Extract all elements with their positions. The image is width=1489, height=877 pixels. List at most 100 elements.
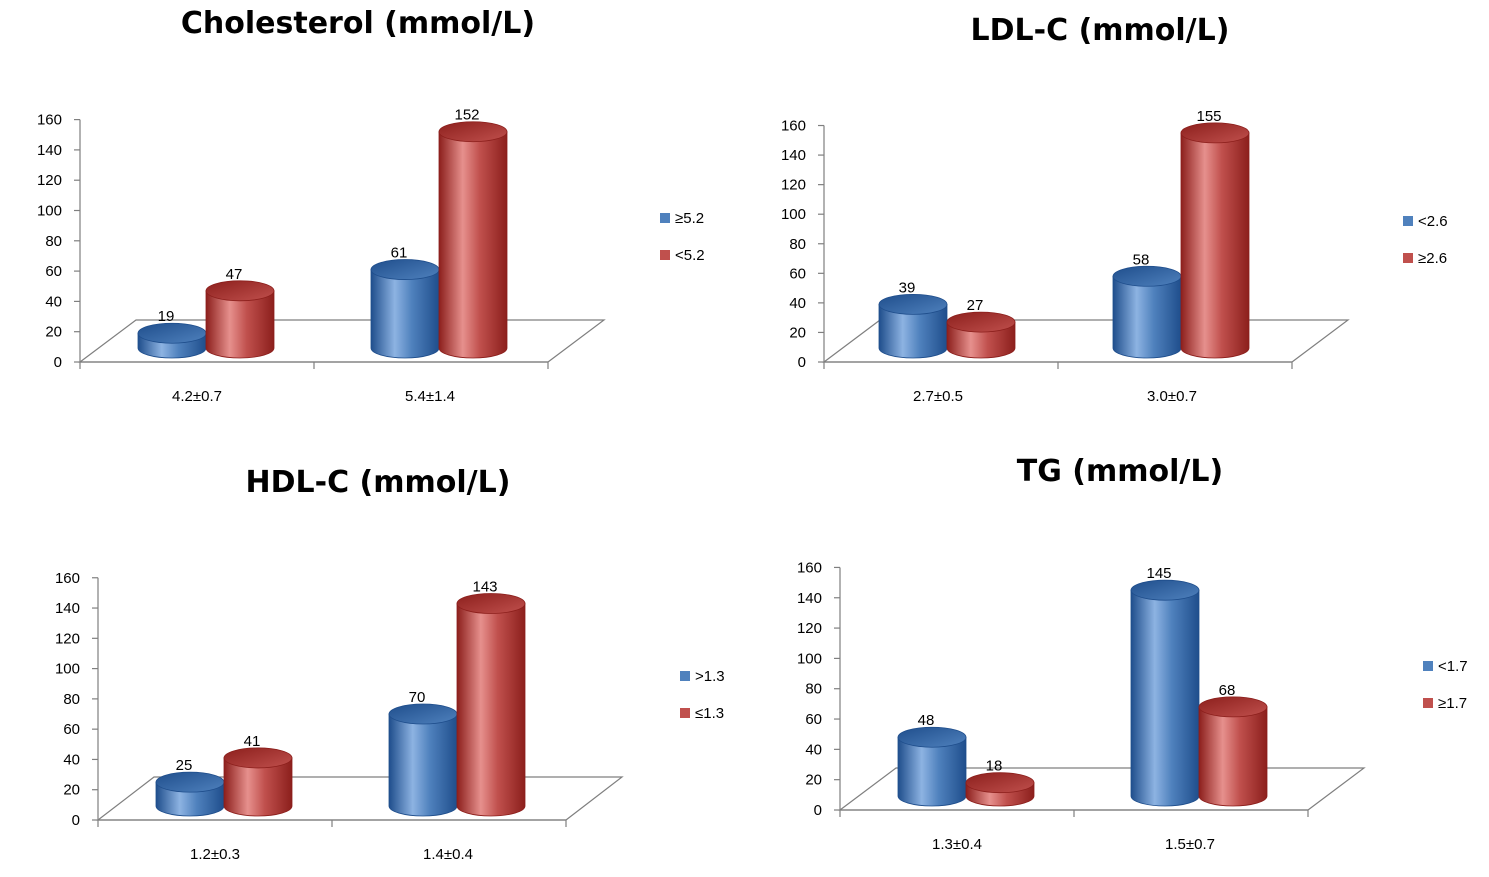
legend-label: ≥1.7 xyxy=(1438,695,1467,712)
y-tick-label: 60 xyxy=(805,711,822,728)
y-tick-label: 140 xyxy=(55,600,80,617)
bar-blue-2 xyxy=(1130,579,1200,807)
y-tick-label: 60 xyxy=(45,263,62,280)
data-label: 70 xyxy=(409,689,426,706)
data-label: 41 xyxy=(244,733,261,750)
y-tick-label: 120 xyxy=(781,177,806,194)
bar-red-2 xyxy=(456,593,526,817)
legend-label: <1.7 xyxy=(1438,658,1468,675)
x-tick-label: 1.5±0.7 xyxy=(1165,836,1215,853)
data-label: 39 xyxy=(899,279,916,296)
y-tick-label: 40 xyxy=(789,295,806,312)
y-tick-label: 0 xyxy=(54,354,62,371)
legend-label: <2.6 xyxy=(1418,213,1448,230)
data-label: 19 xyxy=(158,308,175,325)
legend-label: ≥5.2 xyxy=(675,210,704,227)
bar-blue-2 xyxy=(388,703,458,817)
y-tick-label: 0 xyxy=(798,354,806,371)
legend-label: >1.3 xyxy=(695,668,725,685)
y-tick-label: 120 xyxy=(37,172,62,189)
data-label: 143 xyxy=(472,578,497,595)
chart-title: LDL-C (mmol/L) xyxy=(971,13,1230,48)
y-tick-label: 20 xyxy=(789,324,806,341)
data-label: 152 xyxy=(454,107,479,124)
bar-blue-1 xyxy=(897,726,967,807)
bar-red-1 xyxy=(946,311,1016,359)
x-tick-label: 4.2±0.7 xyxy=(172,388,222,405)
y-tick-label: 140 xyxy=(37,142,62,159)
y-tick-label: 20 xyxy=(805,772,822,789)
y-tick-label: 40 xyxy=(63,751,80,768)
data-label: 27 xyxy=(967,297,984,314)
chart-title: Cholesterol (mmol/L) xyxy=(181,6,535,41)
bar-blue-2 xyxy=(370,259,440,359)
bar-red-1 xyxy=(965,772,1035,807)
chart-title: TG (mmol/L) xyxy=(1017,454,1223,489)
y-tick-label: 100 xyxy=(797,650,822,667)
y-tick-label: 160 xyxy=(781,118,806,135)
y-tick-label: 120 xyxy=(55,630,80,647)
legend-swatch xyxy=(680,708,690,718)
data-label: 68 xyxy=(1219,682,1236,699)
y-tick-label: 80 xyxy=(805,681,822,698)
bar-blue-1 xyxy=(878,293,948,359)
legend-swatch xyxy=(1423,698,1433,708)
y-tick-label: 140 xyxy=(781,147,806,164)
y-tick-label: 80 xyxy=(45,233,62,250)
y-tick-label: 20 xyxy=(63,782,80,799)
y-tick-label: 40 xyxy=(805,741,822,758)
y-tick-label: 160 xyxy=(797,559,822,576)
data-label: 155 xyxy=(1196,108,1221,125)
x-tick-label: 2.7±0.5 xyxy=(913,388,963,405)
x-tick-label: 1.2±0.3 xyxy=(190,846,240,863)
bar-blue-1 xyxy=(137,322,207,359)
x-tick-label: 1.4±0.4 xyxy=(423,846,473,863)
data-label: 25 xyxy=(176,757,193,774)
y-tick-label: 60 xyxy=(789,265,806,282)
bar-blue-2 xyxy=(1112,265,1182,359)
y-tick-label: 100 xyxy=(781,206,806,223)
legend-swatch xyxy=(1423,661,1433,671)
y-tick-label: 140 xyxy=(797,590,822,607)
y-tick-label: 0 xyxy=(814,802,822,819)
y-tick-label: 160 xyxy=(37,112,62,129)
data-label: 61 xyxy=(391,245,408,262)
chart-panel-1: Cholesterol (mmol/L) 0 20 40 60 80 100 120 140 16… xyxy=(37,6,705,405)
bar-red-1 xyxy=(223,747,293,817)
y-tick-label: 0 xyxy=(72,812,80,829)
y-tick-label: 160 xyxy=(55,570,80,587)
x-tick-label: 5.4±1.4 xyxy=(405,388,455,405)
y-tick-label: 120 xyxy=(797,620,822,637)
legend-swatch xyxy=(1403,253,1413,263)
x-tick-label: 1.3±0.4 xyxy=(932,836,982,853)
chart-panel-3: HDL-C (mmol/L) 0 20 40 60 80 100 120 140 160 1.2±0… xyxy=(55,465,725,863)
legend-swatch xyxy=(660,213,670,223)
y-tick-label: 80 xyxy=(63,691,80,708)
legend-swatch xyxy=(680,671,690,681)
bar-red-2 xyxy=(438,121,508,359)
data-label: 58 xyxy=(1133,251,1150,268)
y-tick-label: 80 xyxy=(789,236,806,253)
legend-label: ≥2.6 xyxy=(1418,250,1447,267)
data-label: 47 xyxy=(226,266,243,283)
y-tick-label: 100 xyxy=(37,203,62,220)
bar-red-1 xyxy=(205,280,275,359)
legend-label: ≤1.3 xyxy=(695,705,724,722)
bar-red-2 xyxy=(1180,122,1250,359)
legend-swatch xyxy=(1403,216,1413,226)
y-tick-label: 60 xyxy=(63,721,80,738)
chart-panel-2: LDL-C (mmol/L) 0 20 40 60 80 100 120 140 160 2.7±0… xyxy=(781,13,1448,405)
y-tick-label: 100 xyxy=(55,661,80,678)
legend-label: <5.2 xyxy=(675,247,705,264)
chart-panel-4: TG (mmol/L) 0 20 40 60 80 100 120 140 160 1.3±0.4 4… xyxy=(797,454,1468,853)
y-tick-label: 40 xyxy=(45,293,62,310)
legend-swatch xyxy=(660,250,670,260)
x-tick-label: 3.0±0.7 xyxy=(1147,388,1197,405)
data-label: 48 xyxy=(918,712,935,729)
bar-red-2 xyxy=(1198,696,1268,807)
data-label: 18 xyxy=(986,758,1003,775)
chart-title: HDL-C (mmol/L) xyxy=(246,465,511,500)
data-label: 145 xyxy=(1146,565,1171,582)
y-tick-label: 20 xyxy=(45,324,62,341)
